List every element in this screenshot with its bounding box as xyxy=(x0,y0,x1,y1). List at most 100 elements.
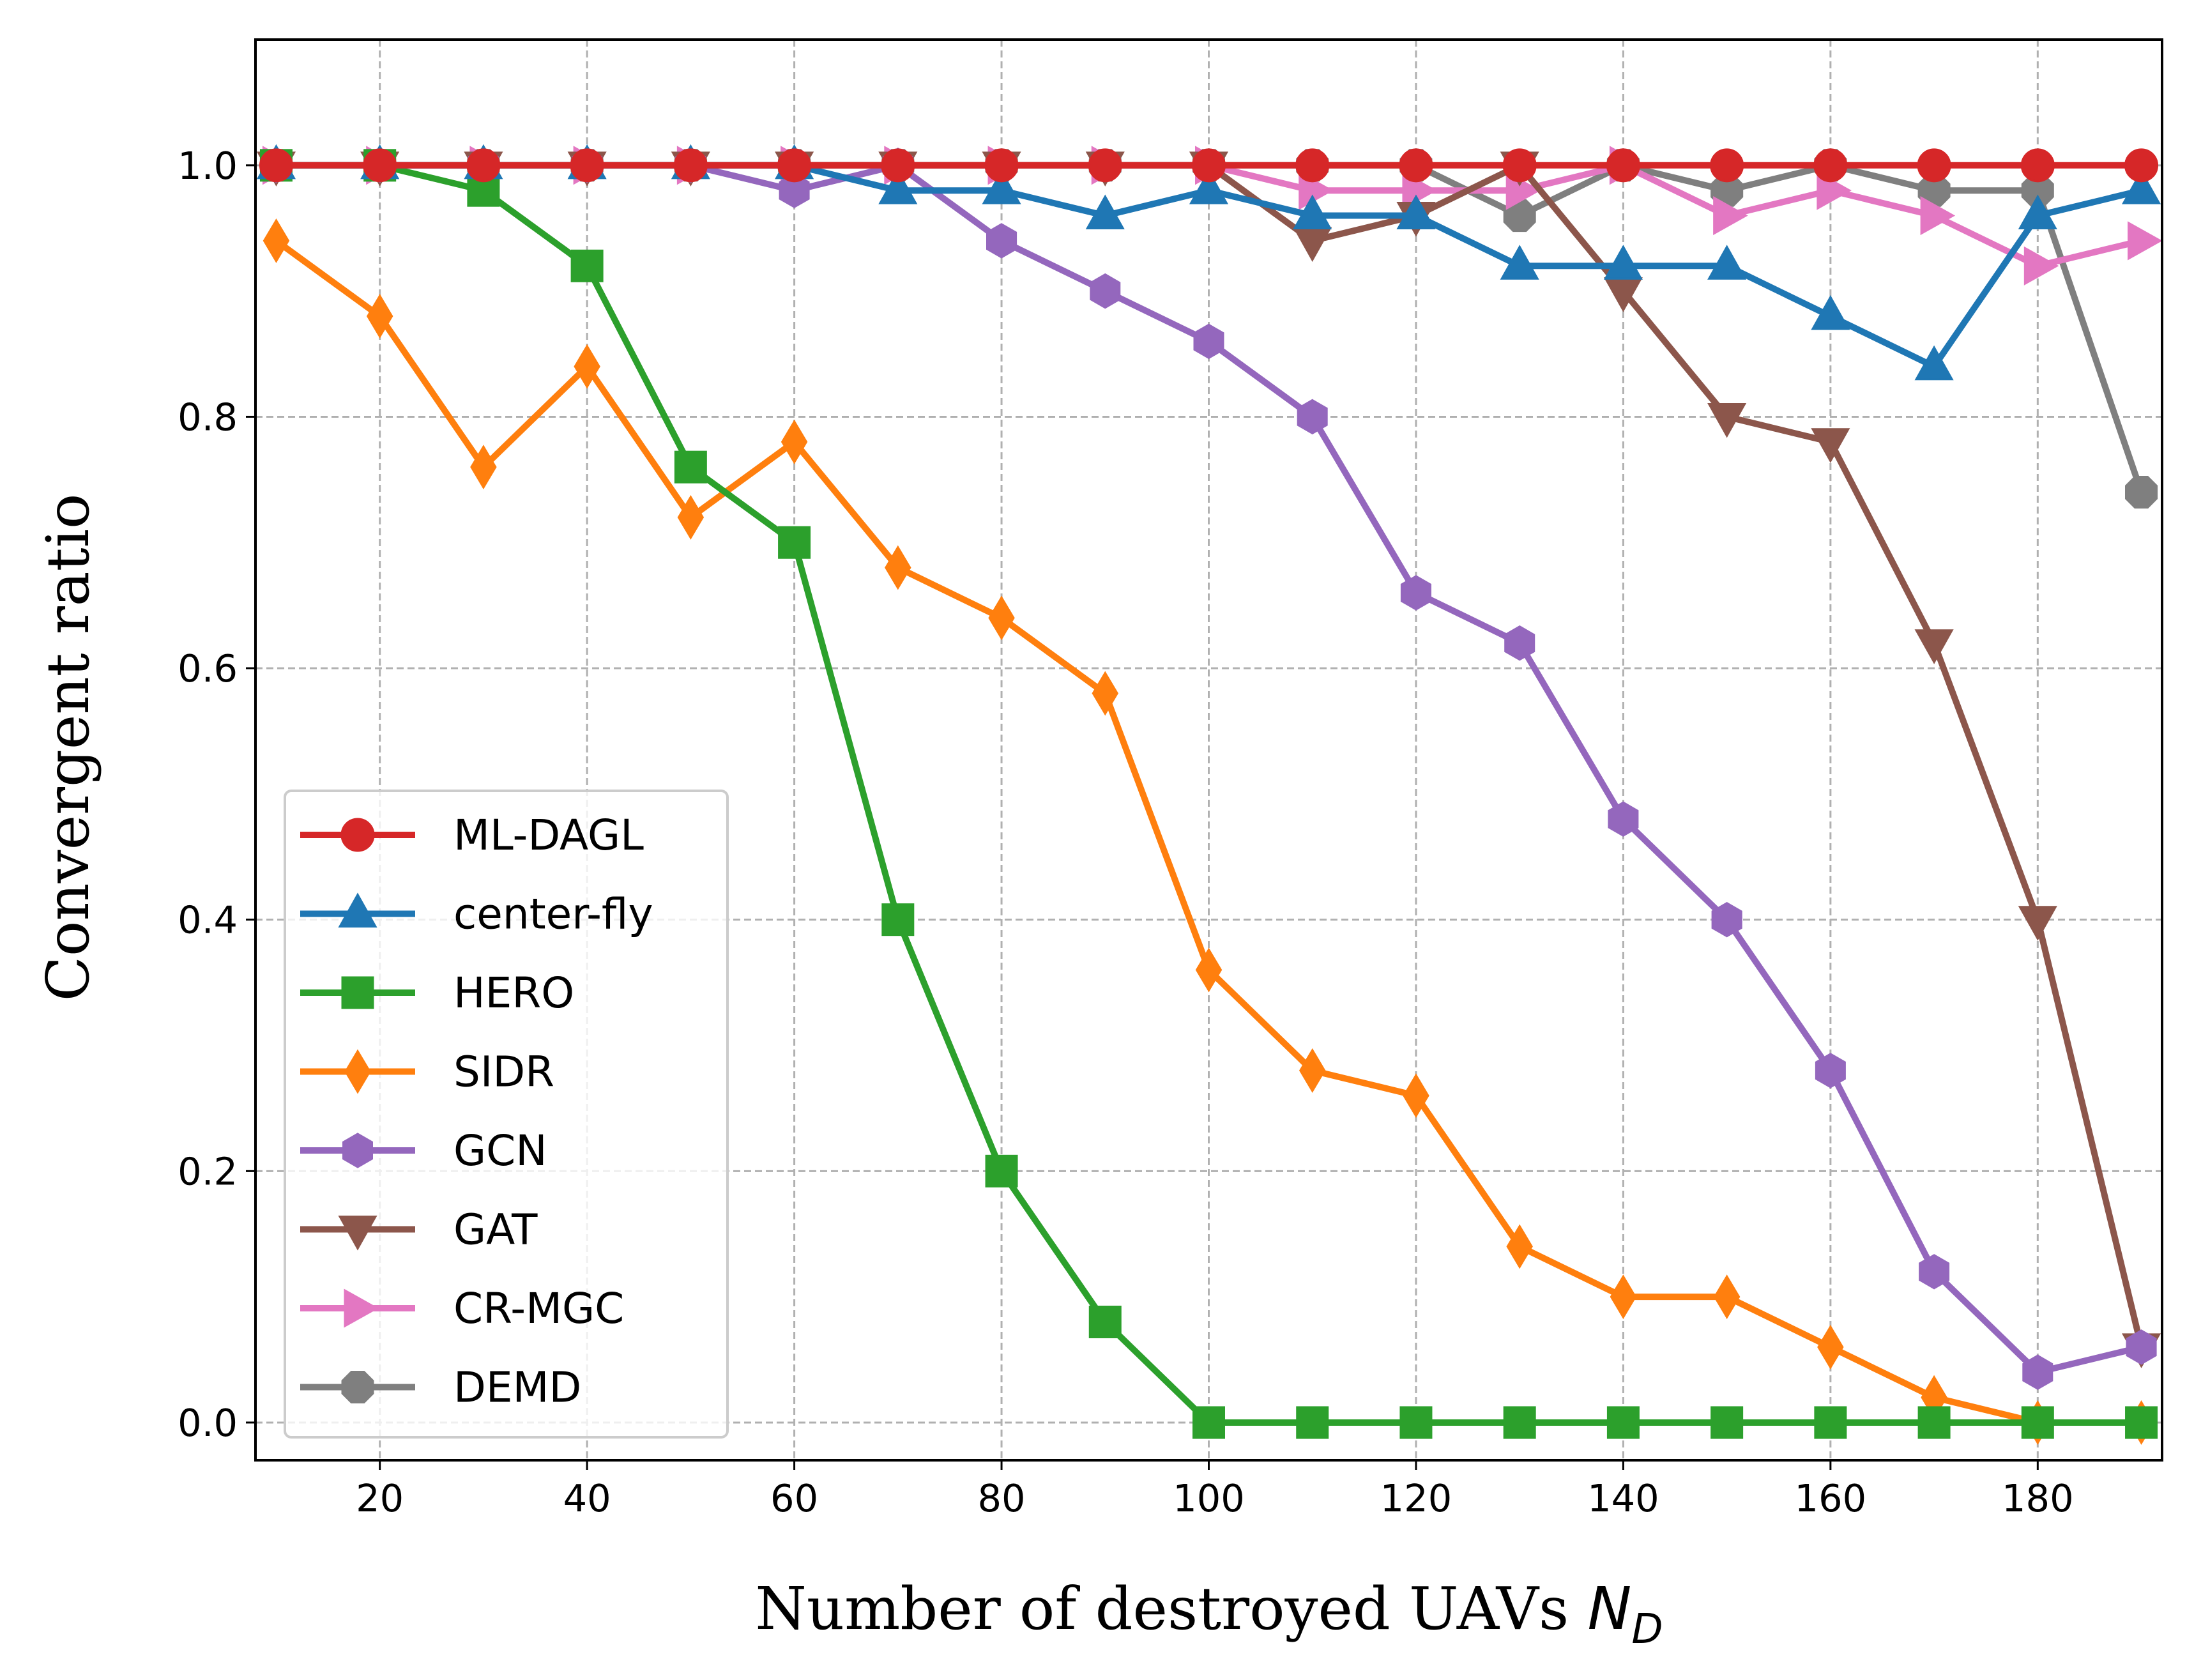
x-tick-label: 60 xyxy=(770,1476,818,1520)
data-point-center-fly xyxy=(1085,194,1125,230)
data-point-ml-dagl xyxy=(1813,148,1848,183)
data-point-center-fly xyxy=(1603,245,1643,280)
data-point-ml-dagl xyxy=(2124,148,2159,183)
data-point-center-fly xyxy=(2121,169,2161,204)
x-tick-label: 80 xyxy=(978,1476,1026,1520)
legend-label: GCN xyxy=(453,1126,547,1175)
y-tick-label: 0.8 xyxy=(178,395,238,439)
data-point-sidr xyxy=(988,595,1015,641)
data-point-gcn xyxy=(1400,575,1431,611)
legend-marker xyxy=(341,1371,374,1403)
data-point-gcn xyxy=(2022,1354,2053,1390)
data-point-center-fly xyxy=(1811,294,1850,330)
data-point-ml-dagl xyxy=(1295,148,1330,183)
data-point-ml-dagl xyxy=(259,148,293,183)
data-point-ml-dagl xyxy=(1917,148,1951,183)
data-point-sidr xyxy=(263,218,290,263)
data-point-sidr xyxy=(1713,1274,1741,1320)
legend-marker xyxy=(342,1133,373,1168)
x-tick-label: 20 xyxy=(356,1476,404,1520)
data-point-sidr xyxy=(574,344,600,389)
x-axis-title-symbol: N xyxy=(1588,1575,1632,1643)
data-point-hero xyxy=(881,903,915,936)
series-group xyxy=(256,144,2163,1445)
data-point-ml-dagl xyxy=(1502,148,1537,183)
legend-item-hero: HERO xyxy=(300,968,574,1018)
data-point-hero xyxy=(985,1154,1018,1187)
legend-item-sidr: SIDR xyxy=(300,1048,554,1097)
data-point-demd xyxy=(1503,199,1536,233)
y-tick-label: 0.0 xyxy=(178,1401,238,1445)
data-point-center-fly xyxy=(1189,169,1229,204)
data-point-gat xyxy=(1707,402,1747,438)
data-point-gat xyxy=(1914,629,1954,664)
legend-marker xyxy=(344,1288,379,1328)
data-point-sidr xyxy=(1610,1274,1637,1320)
data-point-ml-dagl xyxy=(1606,148,1640,183)
legend-item-demd: DEMD xyxy=(300,1363,581,1412)
data-point-center-fly xyxy=(1707,245,1747,280)
y-tick-label: 1.0 xyxy=(178,144,238,188)
data-point-hero xyxy=(1088,1306,1122,1339)
data-point-gcn xyxy=(1815,1053,1846,1088)
data-point-gcn xyxy=(1504,625,1535,661)
data-point-hero xyxy=(778,526,811,559)
legend-item-gcn: GCN xyxy=(300,1126,547,1175)
legend-item-ml-dagl: ML-DAGL xyxy=(300,811,644,860)
data-point-sidr xyxy=(1506,1224,1533,1269)
data-point-ml-dagl xyxy=(777,148,812,183)
data-point-sidr xyxy=(470,445,497,490)
x-tick-label: 120 xyxy=(1380,1476,1452,1520)
data-point-cr-mgc xyxy=(1920,195,1956,236)
legend-marker xyxy=(344,1049,371,1094)
data-point-gat xyxy=(1811,428,1850,463)
legend-marker xyxy=(341,976,374,1009)
legend-item-center-fly: center-fly xyxy=(300,890,653,939)
data-point-hero xyxy=(674,450,707,484)
data-point-gat xyxy=(2018,906,2057,941)
legend-label: DEMD xyxy=(453,1363,581,1412)
data-point-center-fly xyxy=(1293,194,1332,230)
legend-label: HERO xyxy=(453,968,574,1018)
data-point-center-fly xyxy=(1396,194,1436,230)
data-point-hero xyxy=(1710,1406,1744,1439)
data-point-hero xyxy=(1192,1406,1225,1439)
data-point-hero xyxy=(1296,1406,1329,1439)
data-point-ml-dagl xyxy=(1088,148,1122,183)
y-axis-title: Convergent ratio xyxy=(34,494,102,1002)
y-tick-label: 0.4 xyxy=(178,898,238,942)
legend-box xyxy=(284,790,729,1439)
data-point-sidr xyxy=(781,419,808,464)
legend-label: SIDR xyxy=(453,1048,554,1097)
data-point-hero xyxy=(570,249,604,282)
data-point-cr-mgc xyxy=(2023,246,2059,286)
data-point-gcn xyxy=(1193,323,1224,360)
data-point-ml-dagl xyxy=(363,148,397,183)
data-point-cr-mgc xyxy=(1713,195,1748,236)
x-tick-label: 180 xyxy=(2002,1476,2074,1520)
data-point-gcn xyxy=(779,172,810,208)
data-point-gcn xyxy=(1090,273,1121,309)
x-tick-label: 100 xyxy=(1173,1476,1245,1520)
legend-marker xyxy=(338,892,377,928)
data-point-hero xyxy=(2021,1406,2054,1439)
data-point-gcn xyxy=(1711,901,1742,938)
data-point-cr-mgc xyxy=(2128,221,2163,261)
x-axis-title: Number of destroyed UAVs ND xyxy=(755,1575,1663,1653)
data-point-center-fly xyxy=(1500,245,1539,280)
data-point-ml-dagl xyxy=(2020,148,2055,183)
legend-label: center-fly xyxy=(453,890,653,939)
y-tick-label: 0.6 xyxy=(178,646,238,691)
data-point-sidr xyxy=(1817,1324,1844,1370)
data-point-sidr xyxy=(677,494,705,540)
data-point-ml-dagl xyxy=(1192,148,1226,183)
x-tick-label: 40 xyxy=(563,1476,611,1520)
x-tick-label: 140 xyxy=(1587,1476,1659,1520)
data-point-hero xyxy=(1917,1406,1951,1439)
data-point-demd xyxy=(2125,476,2158,509)
data-point-ml-dagl xyxy=(570,148,604,183)
data-point-sidr xyxy=(1195,947,1223,993)
legend-label: CR-MGC xyxy=(453,1284,624,1333)
data-point-gcn xyxy=(1297,399,1328,435)
